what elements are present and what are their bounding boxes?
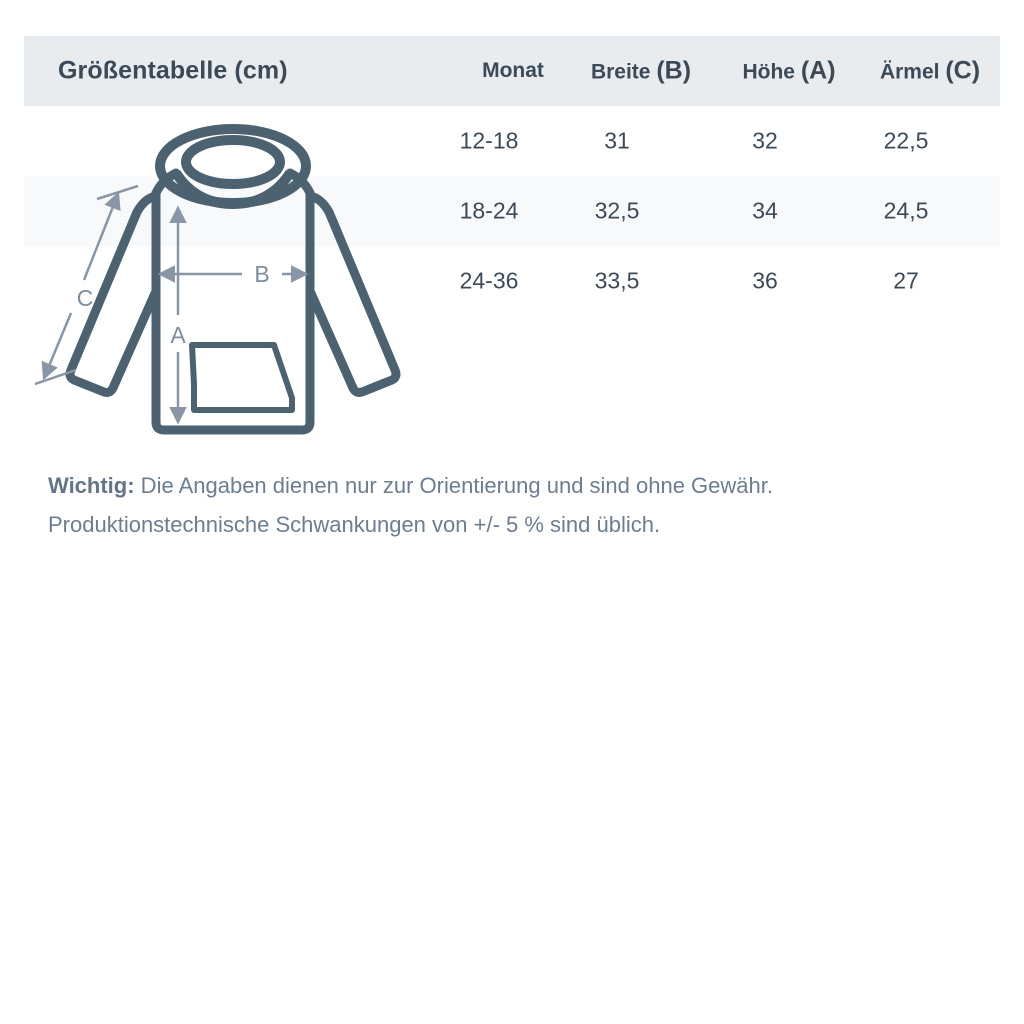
hoodie-hood (155, 124, 311, 210)
column-header-aermel: Ärmel (C) (880, 57, 980, 86)
column-header-hoehe: Höhe (A) (742, 57, 835, 86)
disclaimer-line-2: Produktionstechnische Schwankungen von +… (48, 512, 661, 537)
hoodie-torso (151, 188, 315, 435)
hood-inner-ellipse (181, 135, 285, 189)
column-header-breite-label: Breite (590, 60, 651, 84)
cell-monat: 24-36 (459, 267, 519, 294)
disclaimer-lead: Wichtig: (48, 473, 135, 498)
hoodie-diagram-svg: B A C (34, 124, 401, 435)
dimension-c-line-lower (41, 312, 73, 381)
table-row: 12-18 31 32 22,5 (24, 106, 1000, 176)
table-header-row: Größentabelle (cm) Monat Breite (B) Höhe… (24, 36, 1000, 106)
disclaimer-note: Wichtig: Die Angaben dienen nur zur Orie… (48, 466, 988, 544)
hoodie-left-sleeve (65, 191, 161, 397)
column-header-aermel-marker: (C) (945, 56, 981, 85)
hood-neck-band (171, 170, 295, 210)
dimension-b-label: B (254, 261, 269, 287)
dimension-c-label: C (77, 285, 94, 311)
cell-monat: 18-24 (459, 197, 519, 224)
hoodie-measurement-diagram: B A C (24, 120, 420, 460)
cell-aermel: 24,5 (883, 197, 929, 224)
table-row: 24-36 33,5 36 27 (24, 246, 1000, 316)
column-header-breite-marker: (B) (656, 56, 692, 85)
page-title: Größentabelle (cm) (58, 56, 288, 85)
cell-hoehe: 34 (752, 197, 778, 224)
cell-hoehe: 32 (752, 127, 778, 154)
cell-breite: 33,5 (594, 267, 640, 294)
column-header-monat-label: Monat (482, 59, 544, 82)
column-header-monat: Monat (482, 59, 544, 83)
column-header-hoehe-label: Höhe (742, 60, 795, 84)
dimension-c-line-upper (82, 191, 121, 281)
cell-breite: 32,5 (594, 197, 640, 224)
column-header-hoehe-marker: (A) (800, 56, 836, 85)
disclaimer-line-1: Wichtig: Die Angaben dienen nur zur Orie… (48, 466, 988, 505)
cell-hoehe: 36 (752, 267, 778, 294)
column-header-aermel-label: Ärmel (879, 60, 940, 84)
column-header-breite: Breite (B) (591, 57, 691, 86)
hoodie-right-sleeve (305, 191, 401, 397)
cell-monat: 12-18 (459, 127, 519, 154)
cell-aermel: 22,5 (883, 127, 929, 154)
cell-aermel: 27 (893, 267, 919, 294)
hoodie-outline (65, 168, 401, 435)
disclaimer-text-1: Die Angaben dienen nur zur Orientierung … (134, 473, 773, 498)
hoodie-pocket (189, 342, 295, 413)
dimension-a-label: A (170, 322, 186, 348)
dimension-c (34, 184, 139, 386)
cell-breite: 31 (604, 127, 630, 154)
